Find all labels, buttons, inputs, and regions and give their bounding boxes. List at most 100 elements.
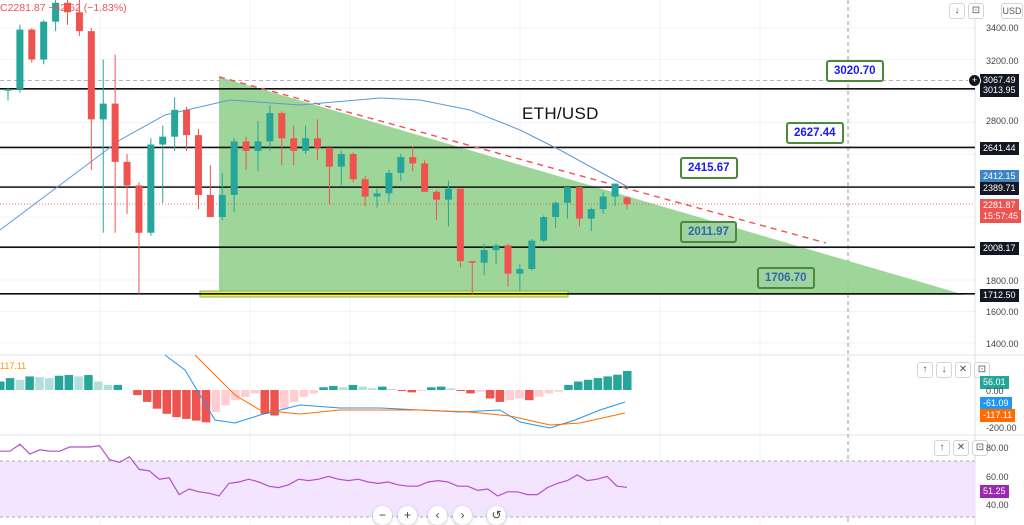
candle-body <box>183 109 191 136</box>
rsi-tag: 51.25 <box>980 485 1009 498</box>
macd-histogram-bar <box>515 390 524 399</box>
callout-1706: 1706.70 <box>757 267 815 289</box>
candle-body <box>99 103 107 120</box>
close-pane-button[interactable]: ✕ <box>953 440 969 456</box>
rsi-tick: 40.00 <box>986 500 1009 510</box>
add-alert-icon[interactable]: + <box>968 74 981 87</box>
candle-body <box>242 141 250 151</box>
price-tag-1712: 1712.50 <box>980 289 1019 302</box>
price-tick: 1600.00 <box>986 307 1019 317</box>
macd-histogram-bar <box>407 390 416 393</box>
macd-histogram-bar <box>44 378 54 390</box>
candle-body <box>254 141 262 151</box>
candle-body <box>123 161 131 186</box>
price-tick: 2800.00 <box>986 116 1019 126</box>
candle-body <box>492 245 500 251</box>
candle-body <box>563 187 571 203</box>
rsi-tick: 60.00 <box>986 472 1009 482</box>
macd-histogram-bar <box>446 388 456 390</box>
macd-histogram-bar <box>54 375 64 390</box>
candle-body <box>623 197 631 205</box>
macd-histogram-bar <box>93 381 103 390</box>
macd-tick: -200.00 <box>986 423 1017 433</box>
candle-body <box>349 154 357 180</box>
macd-histogram-bar <box>593 378 603 390</box>
move-up-button[interactable]: ↑ <box>934 440 950 456</box>
candle-body <box>206 194 214 217</box>
move-down-button[interactable]: ↓ <box>936 362 952 378</box>
macd-histogram-bar <box>182 390 191 419</box>
candle-body <box>52 2 60 22</box>
price-tag-ma: 2412.15 <box>980 170 1019 183</box>
macd-histogram-bar <box>5 378 15 390</box>
macd-histogram-bar <box>583 379 593 390</box>
macd-histogram-bar <box>172 390 181 418</box>
price-tick: 3200.00 <box>986 56 1019 66</box>
candle-body <box>75 12 83 32</box>
candle-body <box>540 217 548 241</box>
macd-histogram-bar <box>289 390 299 402</box>
move-up-button[interactable]: ↑ <box>917 362 933 378</box>
price-tick: 1800.00 <box>986 276 1019 286</box>
descending-trendline <box>218 76 827 244</box>
currency-button[interactable]: USD <box>1001 3 1023 19</box>
candle-body <box>194 135 202 195</box>
maximize-pane-button[interactable]: ⊡ <box>968 3 984 19</box>
candle-body <box>135 185 143 233</box>
reset-chart-button[interactable]: ↺ <box>487 506 506 525</box>
callout-2011: 2011.97 <box>680 221 737 243</box>
candle-body <box>528 240 536 269</box>
price-tag-last: 2281.87 <box>980 199 1019 212</box>
macd-histogram-bar <box>162 390 172 414</box>
candle-body <box>468 261 476 263</box>
maximize-pane-button[interactable]: ⊡ <box>972 440 988 456</box>
signal-line-tag: -117.11 <box>980 409 1016 422</box>
candle-body <box>28 29 36 60</box>
candle-body <box>409 157 417 164</box>
macd-hist-tag: 56.01 <box>980 376 1009 389</box>
macd-tick: 0.00 <box>986 386 1004 396</box>
scroll-left-button[interactable]: ‹ <box>428 506 447 525</box>
zoom-in-button[interactable]: + <box>398 506 417 525</box>
candle-body <box>290 138 298 151</box>
macd-histogram-bar <box>270 390 279 416</box>
macd-histogram-bar <box>0 381 5 390</box>
candle-body <box>433 191 441 200</box>
candle-body <box>504 245 512 274</box>
macd-histogram-bar <box>378 386 387 390</box>
move-down-button[interactable]: ↓ <box>949 3 965 19</box>
macd-histogram-bar <box>476 390 485 392</box>
macd-histogram-bar <box>564 384 573 390</box>
macd-histogram-bar <box>191 390 201 421</box>
candle-body <box>337 154 345 167</box>
scroll-right-button[interactable]: › <box>453 506 472 525</box>
candle-body <box>218 194 226 217</box>
macd-histogram-bar <box>221 390 230 406</box>
macd-histogram-bar <box>133 390 142 396</box>
macd-histogram-bar <box>397 390 407 392</box>
macd-line-tag: -61.09 <box>980 397 1012 410</box>
zoom-out-button[interactable]: − <box>373 506 392 525</box>
reset-controls: ↺ <box>487 506 506 525</box>
macd-histogram-bar <box>456 390 465 392</box>
candle-body <box>230 141 238 195</box>
candle-body <box>325 147 333 167</box>
candle-body <box>587 209 595 219</box>
close-pane-button[interactable]: ✕ <box>955 362 971 378</box>
candle-body <box>40 21 48 60</box>
candle-body <box>16 29 24 89</box>
rsi-line <box>0 443 628 497</box>
candle-body <box>373 193 381 197</box>
candle-body <box>302 138 310 151</box>
ohlc-legend: C2281.87 −42.62 (−1.83%) <box>0 2 127 14</box>
macd-histogram-bar <box>152 390 162 409</box>
macd-histogram-bar <box>250 390 260 394</box>
price-tag-2389: 2389.71 <box>980 182 1019 195</box>
macd-histogram-bar <box>103 384 113 390</box>
candle-body <box>111 103 119 162</box>
macd-histogram-bar <box>84 375 93 390</box>
macd-histogram-bar <box>113 384 123 390</box>
macd-histogram-bar <box>309 390 318 394</box>
macd-histogram-bar <box>466 390 475 394</box>
